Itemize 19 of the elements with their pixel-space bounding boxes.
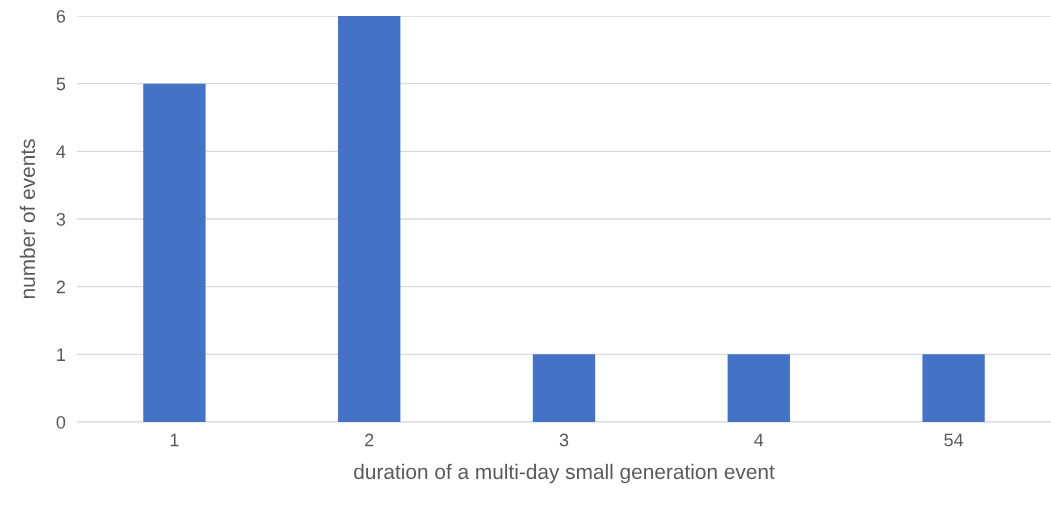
bar: [338, 16, 401, 422]
y-axis-title: number of events: [19, 139, 36, 299]
x-tick-label: 1: [170, 433, 179, 447]
y-tick-label: 0: [56, 415, 66, 429]
x-tick-label: 4: [754, 433, 764, 447]
y-tick-label: 3: [56, 212, 66, 226]
bar: [727, 354, 790, 422]
bar: [532, 354, 596, 422]
bar: [922, 354, 985, 422]
y-tick-label: 2: [56, 280, 65, 294]
y-tick-label: 1: [57, 348, 66, 361]
x-axis-title: duration of a multi-day small generation event: [354, 463, 775, 484]
x-tick-label: 3: [559, 433, 569, 447]
y-tick-label: 6: [56, 9, 66, 23]
bar: [143, 83, 206, 422]
y-tick-label: 5: [56, 77, 66, 91]
x-tick-label: 54: [944, 433, 964, 447]
y-tick-label: 4: [56, 145, 66, 158]
x-tick-label: 2: [365, 433, 374, 447]
